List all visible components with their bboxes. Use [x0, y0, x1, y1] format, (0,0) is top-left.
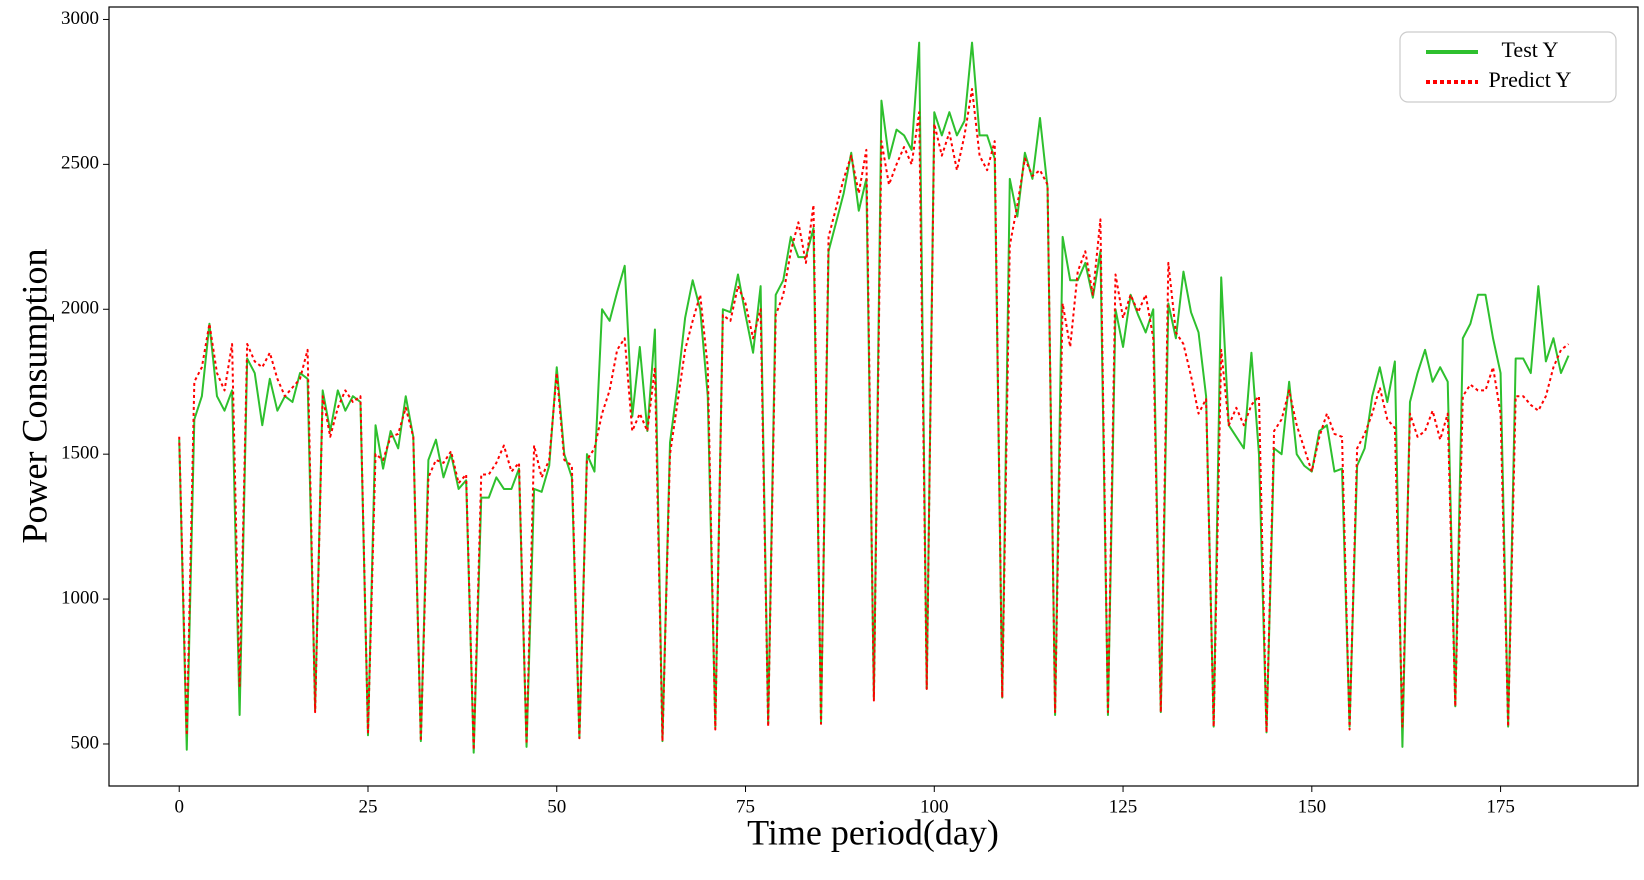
y-axis-label: Power Consumption: [14, 248, 54, 543]
x-tick-label: 100: [920, 796, 949, 817]
series-line: [178, 41, 1570, 754]
legend: Test Y Predict Y: [1399, 31, 1617, 103]
x-tick-label: 0: [174, 796, 184, 817]
x-tick-label: 50: [547, 796, 566, 817]
x-axis-label: Time period(day): [747, 812, 999, 852]
x-tick-label: 25: [358, 796, 377, 817]
x-tick-label: 150: [1298, 796, 1327, 817]
legend-label: Predict Y: [1489, 67, 1572, 92]
plot-frame: [108, 6, 1639, 787]
x-tick-label: 75: [736, 796, 755, 817]
y-tick-label: 500: [71, 732, 100, 753]
legend-label: Test Y: [1502, 37, 1559, 62]
y-tick-label: 1000: [61, 587, 99, 608]
y-tick-label: 2500: [61, 153, 99, 174]
series-line: [178, 88, 1570, 751]
y-tick-label: 3000: [61, 8, 99, 29]
x-tick-label: 175: [1486, 796, 1515, 817]
y-tick-label: 2000: [61, 298, 99, 319]
y-tick-label: 1500: [61, 443, 99, 464]
legend-box: [1399, 31, 1617, 103]
x-tick-label: 125: [1109, 796, 1138, 817]
